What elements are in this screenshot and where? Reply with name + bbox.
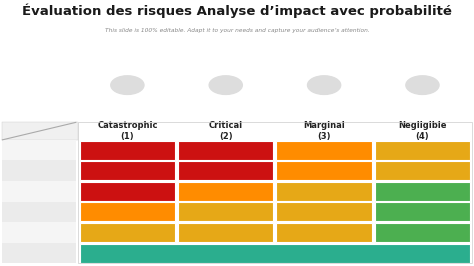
Text: High: High [117,187,138,196]
Text: Negligible
(4): Negligible (4) [398,121,447,141]
Text: High: High [215,146,236,155]
Text: Frequent
(A): Frequent (A) [34,140,73,160]
Text: Remote
(D): Remote (D) [40,202,73,222]
Text: This slide is 100% editable. Adapt it to your needs and capture your audience’s : This slide is 100% editable. Adapt it to… [105,28,369,33]
Text: Serious: Serious [307,146,341,155]
Text: Medium: Medium [306,187,342,196]
Text: ⊖: ⊖ [419,80,427,90]
Text: High: High [117,166,138,175]
Text: ☰: ☰ [320,80,328,90]
Text: Serious: Serious [307,166,341,175]
Text: ☁: ☁ [122,80,132,90]
Text: High: High [215,166,236,175]
Text: Occasional
(C): Occasional (C) [27,182,73,201]
Text: Medium: Medium [404,146,440,155]
Text: Low: Low [413,228,431,237]
Text: Eliminated: Eliminated [251,248,299,257]
Text: Medium: Medium [208,228,244,237]
Text: Low: Low [413,207,431,216]
Text: PROBABILITY: PROBABILITY [5,131,55,137]
Text: Improbable
(E): Improbable (E) [24,223,73,242]
Text: ◎: ◎ [221,80,230,90]
Text: Low: Low [413,187,431,196]
Text: Medium: Medium [404,166,440,175]
Text: Medium: Medium [306,207,342,216]
Text: Medium: Medium [306,228,342,237]
Text: High: High [117,146,138,155]
Text: Serious: Serious [209,187,243,196]
Text: Probable
(B): Probable (B) [35,161,73,180]
Text: Évaluation des risques Analyse d’impact avec probabilité: Évaluation des risques Analyse d’impact … [22,4,452,19]
Text: Medium: Medium [208,207,244,216]
Text: Serious: Serious [110,207,145,216]
Text: SEVERITY: SEVERITY [36,125,73,131]
Text: Critical
(2): Critical (2) [209,121,243,141]
Text: Eliminated
(F): Eliminated (F) [27,243,73,263]
Text: Medium: Medium [109,228,146,237]
Text: Catastrophic
(1): Catastrophic (1) [97,121,158,141]
Text: Marginal
(3): Marginal (3) [303,121,345,141]
